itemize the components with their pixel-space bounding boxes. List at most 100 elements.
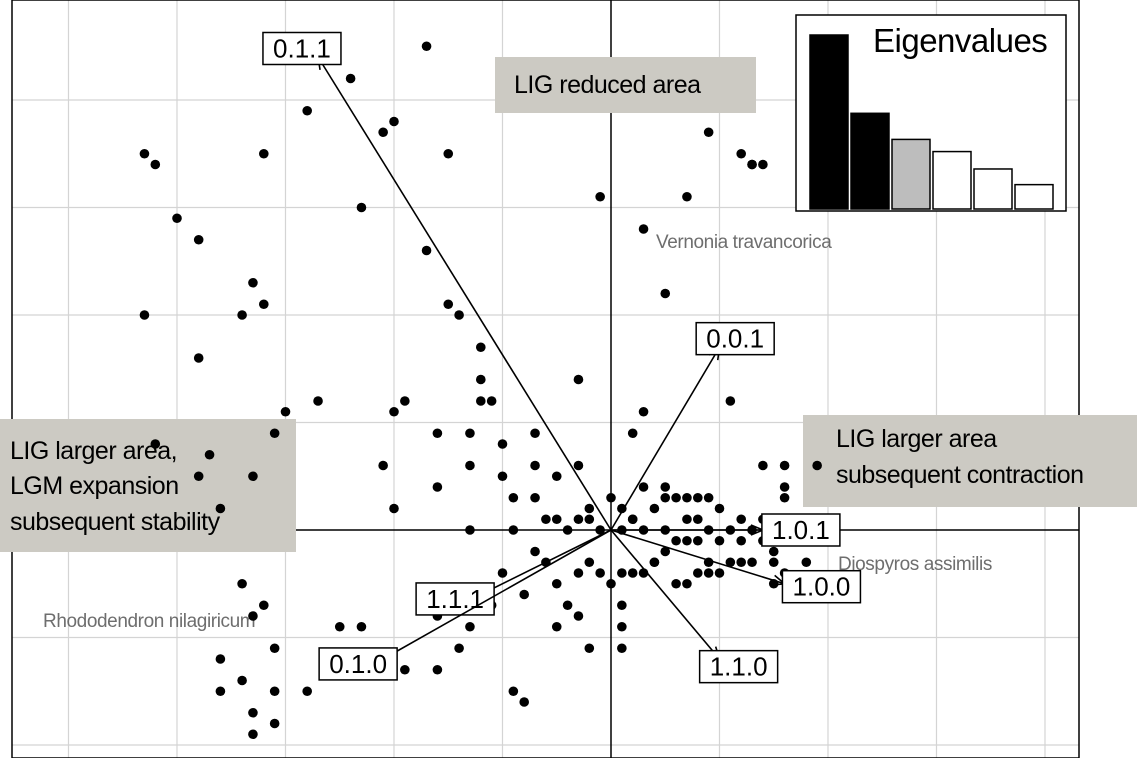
data-point (736, 148, 746, 159)
data-point (703, 492, 714, 503)
data-point (465, 621, 475, 632)
data-point (280, 406, 291, 417)
data-point (779, 492, 790, 503)
data-point (443, 299, 454, 310)
data-point (595, 191, 605, 202)
data-point (454, 643, 464, 654)
data-point (595, 568, 605, 578)
data-point (248, 729, 258, 740)
data-point (215, 686, 226, 697)
data-point (378, 127, 388, 138)
data-point (801, 557, 812, 568)
annotation-right-line-2: subsequent contraction (836, 461, 1084, 489)
data-point (421, 41, 432, 52)
data-point (714, 535, 725, 546)
data-point (389, 406, 399, 417)
loading-vectors: 0.1.1 0.0.1 1.0.1 1.0.0 1.1.0 1.1.1 0.1.0 (262, 31, 862, 684)
data-point (758, 460, 768, 471)
data-point (345, 73, 356, 84)
data-point (649, 503, 660, 514)
annotation-left-line-1: LIG larger area, (10, 437, 177, 465)
vector-label: 0.1.0 (318, 647, 398, 681)
data-point (573, 611, 584, 621)
data-point (638, 406, 649, 417)
data-point (627, 428, 638, 439)
data-point (584, 503, 595, 514)
vector-label: 1.1.1 (415, 582, 495, 616)
data-point (302, 686, 313, 697)
data-point (714, 568, 725, 578)
data-point (237, 310, 247, 320)
data-point (530, 492, 540, 503)
data-point (660, 288, 671, 299)
data-point (779, 460, 790, 471)
annotation-box (803, 415, 1137, 507)
data-point (812, 460, 822, 471)
data-point (530, 460, 540, 471)
data-point (617, 503, 627, 514)
annotation-box (495, 57, 756, 113)
data-point (334, 621, 345, 632)
vector-label: 0.0.1 (695, 321, 775, 356)
data-point (248, 611, 258, 621)
data-point (768, 546, 779, 557)
vector-arrow (610, 346, 721, 531)
vector-arrow (480, 529, 612, 596)
annotation-left-line-2: LGM expansion (10, 472, 179, 500)
data-point (378, 460, 388, 471)
data-point (269, 718, 280, 729)
data-point (476, 396, 486, 406)
data-point (508, 686, 519, 697)
data-point (454, 310, 464, 320)
data-point (508, 492, 519, 503)
data-point (682, 535, 692, 546)
data-point (671, 578, 681, 589)
vector-arrow (610, 529, 785, 585)
data-point (660, 492, 671, 503)
vector-label: 1.0.1 (761, 513, 841, 547)
eigenvalue-bar (932, 150, 972, 210)
data-point (693, 514, 703, 525)
data-point (736, 535, 746, 546)
data-point (193, 353, 204, 363)
data-point (627, 514, 638, 525)
data-point (150, 159, 161, 170)
plot-frame (11, 0, 1080, 758)
data-point (682, 492, 692, 503)
data-point (714, 503, 725, 514)
data-point (703, 568, 714, 578)
vector-label-box (781, 569, 862, 604)
data-point (627, 568, 638, 578)
data-point (617, 568, 627, 578)
data-point (476, 342, 486, 353)
data-point (248, 471, 258, 482)
data-point (649, 557, 660, 568)
vector-arrow (382, 529, 612, 660)
data-point (476, 374, 486, 385)
data-point (269, 686, 280, 697)
eigenvalue-bar (891, 138, 931, 210)
eigenvalue-bar (1014, 183, 1054, 210)
annotation-left-line-3: subsequent stability (10, 508, 221, 536)
eigenvalues-title: Eigenvalues (873, 22, 1047, 59)
data-point (215, 503, 226, 514)
annotation-box (0, 419, 296, 552)
data-point (389, 116, 399, 127)
data-point (193, 234, 204, 245)
data-point (617, 600, 627, 611)
vector-label-text: 1.0.1 (772, 515, 830, 545)
data-point (432, 428, 443, 439)
data-point (768, 557, 779, 568)
data-point (606, 492, 616, 503)
data-point (497, 568, 508, 578)
data-point (682, 578, 692, 589)
data-point (551, 471, 562, 482)
data-point (237, 578, 247, 589)
data-point (747, 159, 757, 170)
data-point (551, 514, 562, 525)
data-point (432, 482, 443, 492)
data-point (584, 514, 595, 525)
region-annotation-right: LIG larger area subsequent contraction (803, 415, 1137, 507)
data-point (497, 471, 508, 482)
data-point (400, 396, 410, 406)
